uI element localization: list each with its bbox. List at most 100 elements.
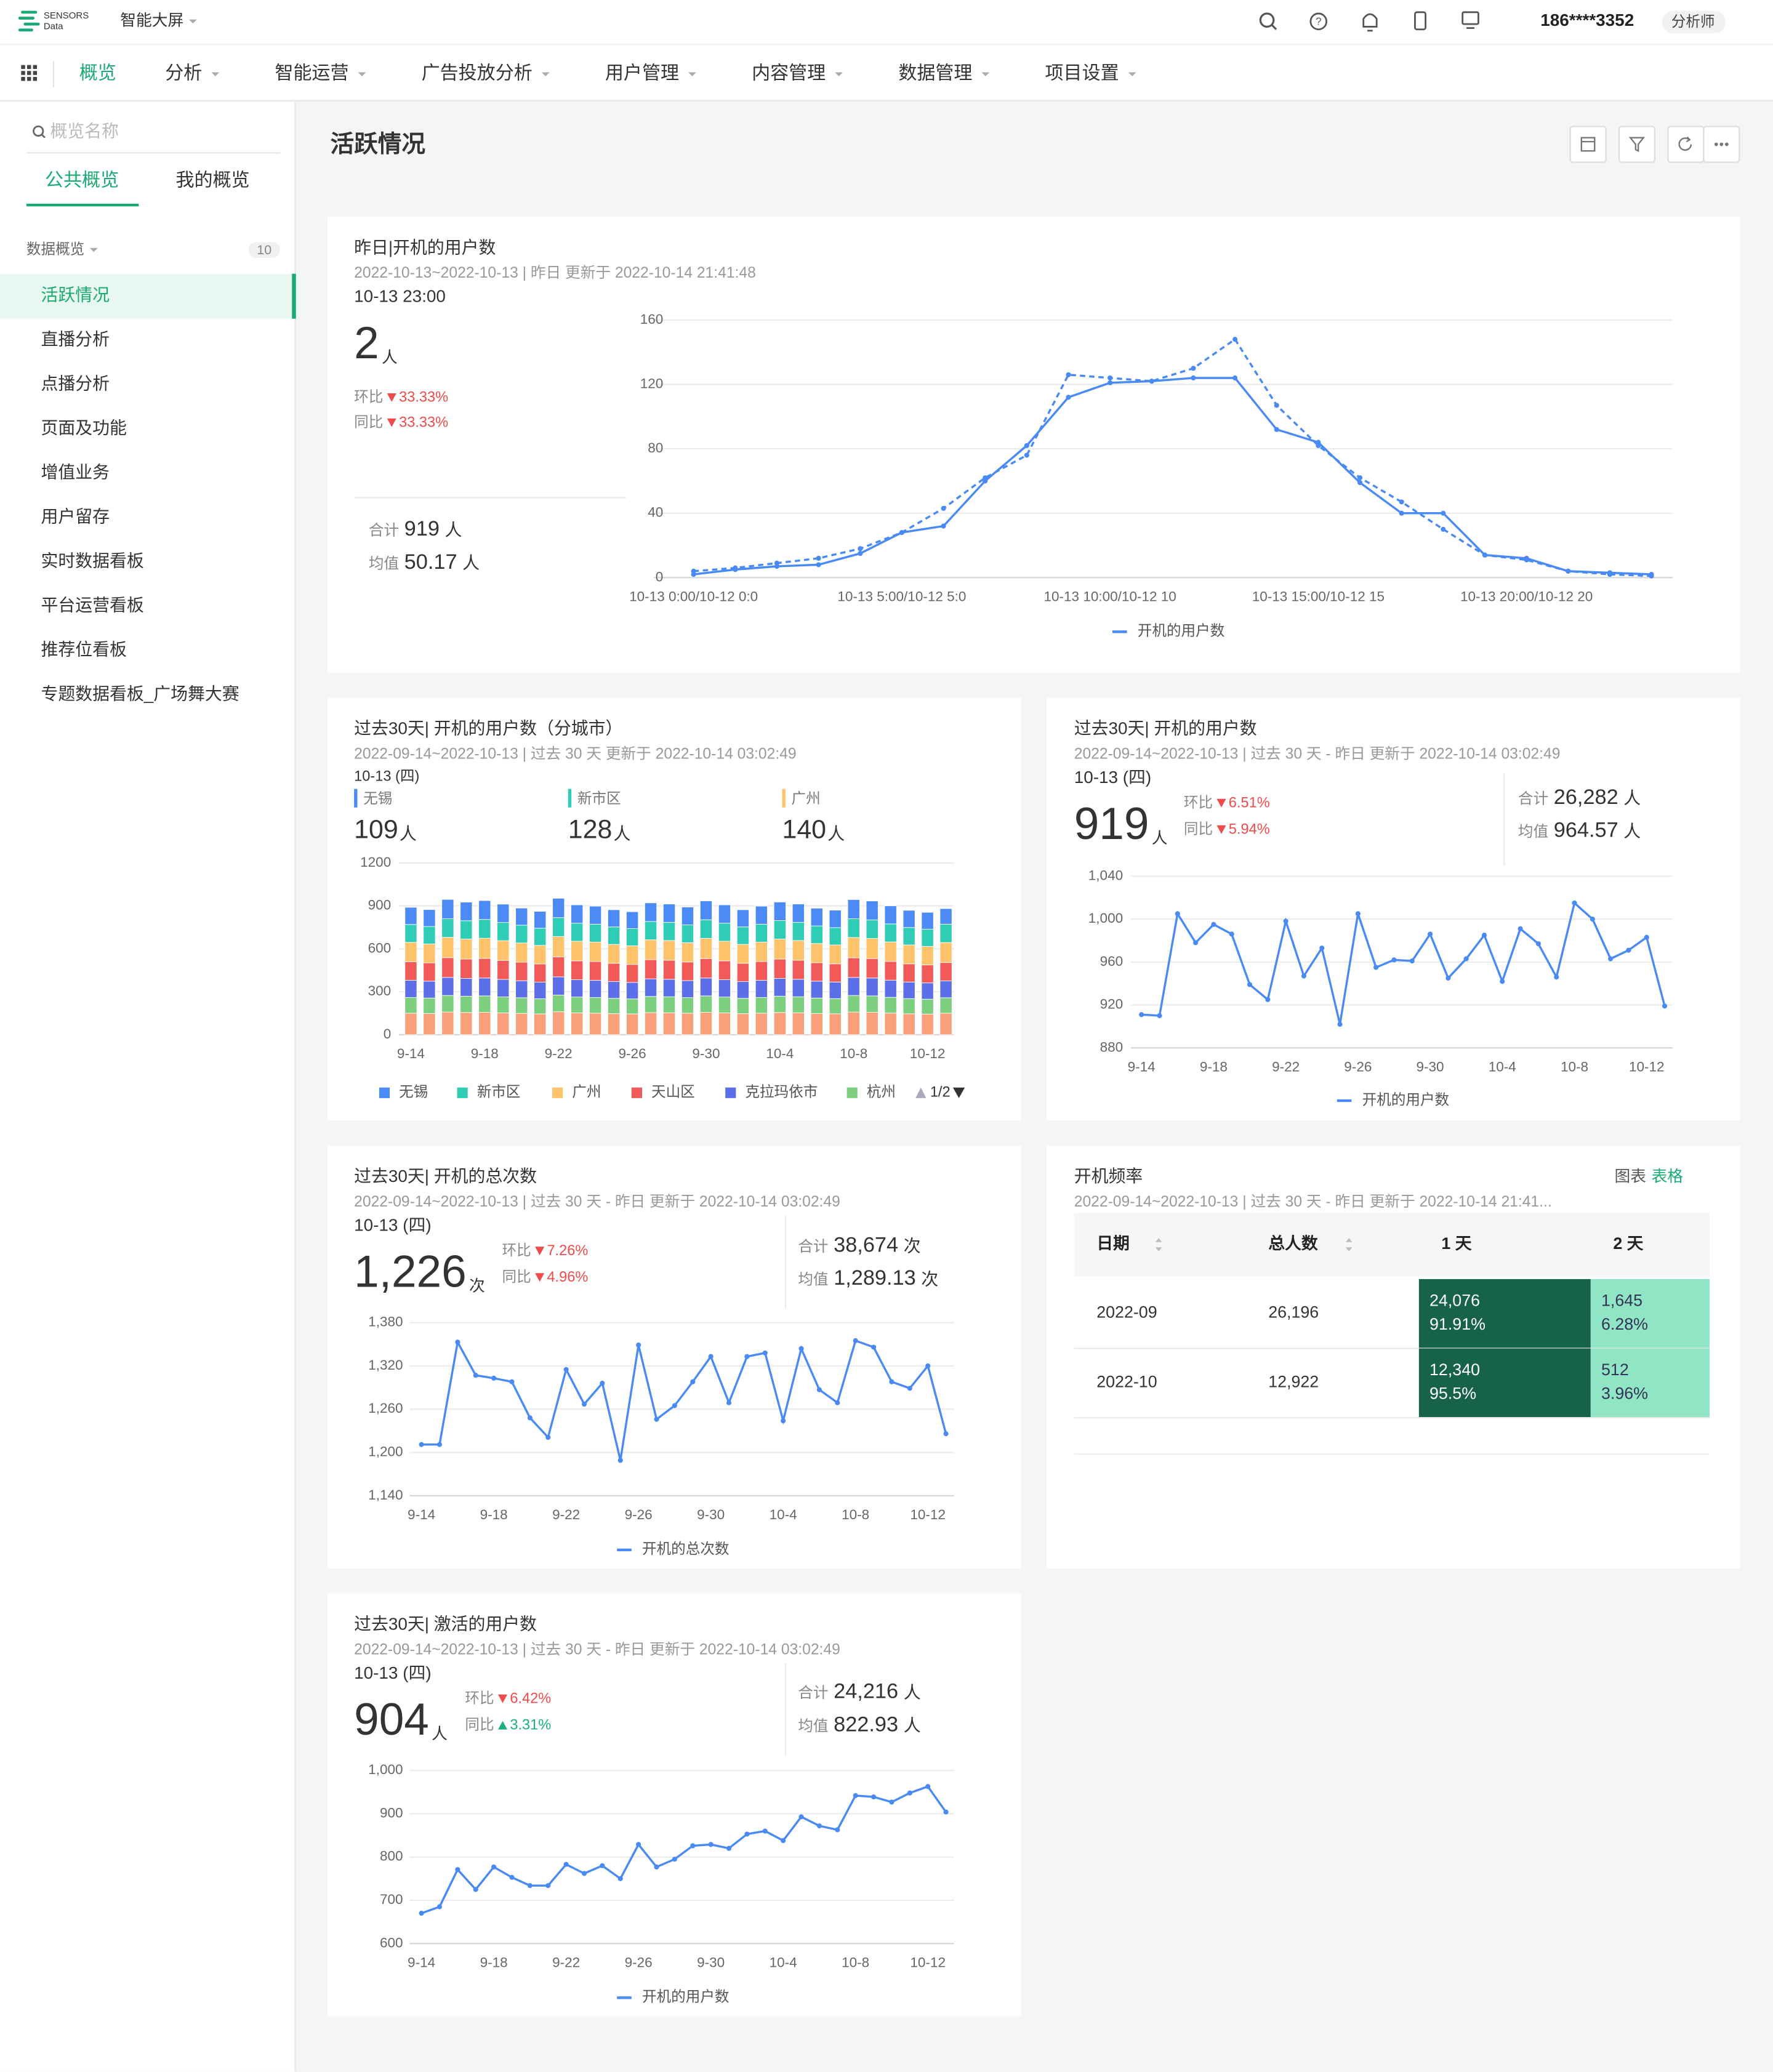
bar-segment (589, 923, 602, 942)
trend-arrow (535, 1247, 545, 1256)
sidebar-item[interactable]: 点播分析 (41, 374, 110, 393)
sort-icon[interactable] (1155, 1247, 1162, 1251)
toolbar-button[interactable] (1569, 126, 1607, 163)
line-point (899, 530, 904, 536)
sidebar-tab[interactable]: 公共概览 (45, 170, 119, 190)
summary-value: 24,216 (834, 1680, 898, 1703)
line-point (1232, 337, 1238, 342)
nav-item[interactable]: 概览 (79, 63, 116, 84)
kpi-name: 广州 (791, 790, 820, 807)
line-point (1482, 552, 1488, 558)
card (1046, 697, 1740, 1121)
sidebar-item[interactable]: 推荐位看板 (41, 640, 127, 659)
legend-label[interactable]: 无锡 (399, 1084, 428, 1101)
legend-label[interactable]: 新市区 (477, 1084, 521, 1101)
bar-segment (736, 1013, 749, 1035)
legend-label[interactable]: 开机的总次数 (642, 1541, 730, 1557)
bar-segment (497, 904, 510, 923)
sidebar-item[interactable]: 活跃情况 (41, 286, 110, 305)
toolbar-button[interactable] (1667, 126, 1705, 163)
icon-help[interactable]: ? (1309, 12, 1328, 31)
change-value: 6.51% (1229, 795, 1270, 811)
icon-search[interactable] (1259, 12, 1277, 30)
legend-label[interactable]: 开机的用户数 (1362, 1091, 1450, 1108)
legend-page-next[interactable] (952, 1087, 965, 1098)
bar-segment (571, 979, 584, 998)
view-toggle[interactable]: 表格 (1652, 1167, 1684, 1185)
sort-icon[interactable] (1155, 1238, 1162, 1242)
nav-item[interactable]: 分析 (165, 63, 202, 84)
legend-label[interactable]: 天山区 (651, 1084, 695, 1101)
x-tick-label: 9-26 (1344, 1059, 1372, 1074)
role-pill (1662, 10, 1726, 34)
toolbar-button[interactable] (1618, 126, 1656, 163)
line-point (509, 1379, 515, 1384)
bar-segment (423, 1013, 436, 1035)
line-point (870, 1344, 877, 1350)
bar-segment (866, 901, 878, 920)
sidebar-item[interactable]: 页面及功能 (41, 419, 127, 438)
sidebar-item[interactable]: 平台运营看板 (41, 596, 144, 615)
line-point (1518, 926, 1523, 931)
legend-label[interactable]: 杭州 (867, 1084, 896, 1101)
bar-segment (829, 963, 842, 982)
nav-item[interactable]: 数据管理 (898, 63, 972, 84)
bar-segment (718, 997, 731, 1013)
x-tick-label: 10-13 15:00/10-12 15 (1252, 588, 1385, 604)
sort-icon[interactable] (1345, 1238, 1353, 1242)
change-value: 7.26% (547, 1243, 588, 1259)
nav-item[interactable]: 智能运营 (275, 63, 348, 84)
legend-label[interactable]: 克拉玛依市 (745, 1084, 818, 1101)
bar-segment (515, 907, 528, 926)
table-header: 总人数 (1268, 1234, 1318, 1253)
x-tick-label: 10-8 (842, 1507, 869, 1522)
sidebar-item[interactable]: 直播分析 (41, 330, 110, 349)
bar-segment (810, 962, 823, 982)
bar-segment (404, 924, 417, 943)
sidebar-item[interactable]: 增值业务 (41, 463, 110, 482)
sidebar-item[interactable]: 用户留存 (41, 507, 110, 526)
search-input[interactable]: 概览名称 (50, 121, 119, 140)
legend-label[interactable]: 开机的用户数 (1138, 623, 1225, 640)
bar-segment (625, 982, 639, 1000)
summary-label: 均值 (1518, 823, 1548, 840)
bar-segment (903, 927, 915, 946)
line-point (870, 1794, 877, 1800)
legend-label[interactable]: 开机的用户数 (642, 1989, 730, 2006)
line-point (925, 1784, 931, 1789)
y-tick-label: 1,000 (1088, 910, 1123, 926)
bar-segment (625, 928, 639, 946)
caret (688, 72, 696, 76)
sidebar-tab[interactable]: 我的概览 (175, 170, 249, 190)
nav-item[interactable]: 项目设置 (1045, 63, 1119, 84)
apps-icon[interactable] (21, 65, 38, 81)
heat-cell-pct: 91.91% (1429, 1315, 1486, 1333)
bar-segment (903, 910, 915, 928)
toolbar (1569, 126, 1740, 163)
icon-monitor[interactable] (1461, 11, 1479, 29)
y-tick-label: 120 (640, 375, 664, 391)
chart-title: 过去30天| 开机的用户数 (1074, 718, 1257, 737)
user-role: 分析师 (1671, 14, 1715, 30)
icon-mobile[interactable] (1414, 11, 1426, 31)
sidebar-item[interactable]: 专题数据看板_广场舞大赛 (41, 685, 239, 704)
kpi-unit: 人 (400, 824, 417, 843)
sidebar-group[interactable]: 数据概览 (26, 241, 84, 257)
nav-item[interactable]: 用户管理 (605, 63, 679, 84)
legend-label[interactable]: 广州 (572, 1084, 601, 1101)
view-toggle[interactable]: 图表 (1614, 1167, 1646, 1185)
app-name[interactable]: 智能大屏 (120, 12, 183, 30)
nav-item[interactable]: 广告投放分析 (422, 63, 533, 84)
line-point (853, 1338, 858, 1344)
line-point (798, 1346, 804, 1351)
nav-item[interactable]: 内容管理 (752, 63, 826, 84)
line-point (1211, 922, 1216, 927)
bar-segment (939, 908, 952, 925)
icon-bell[interactable] (1362, 13, 1378, 32)
legend-swatch (552, 1087, 563, 1098)
bar-segment (755, 905, 768, 925)
sort-icon[interactable] (1345, 1247, 1353, 1251)
line-series (421, 1339, 947, 1461)
summary-unit: 人 (1623, 822, 1641, 841)
sidebar-item[interactable]: 实时数据看板 (41, 552, 144, 571)
